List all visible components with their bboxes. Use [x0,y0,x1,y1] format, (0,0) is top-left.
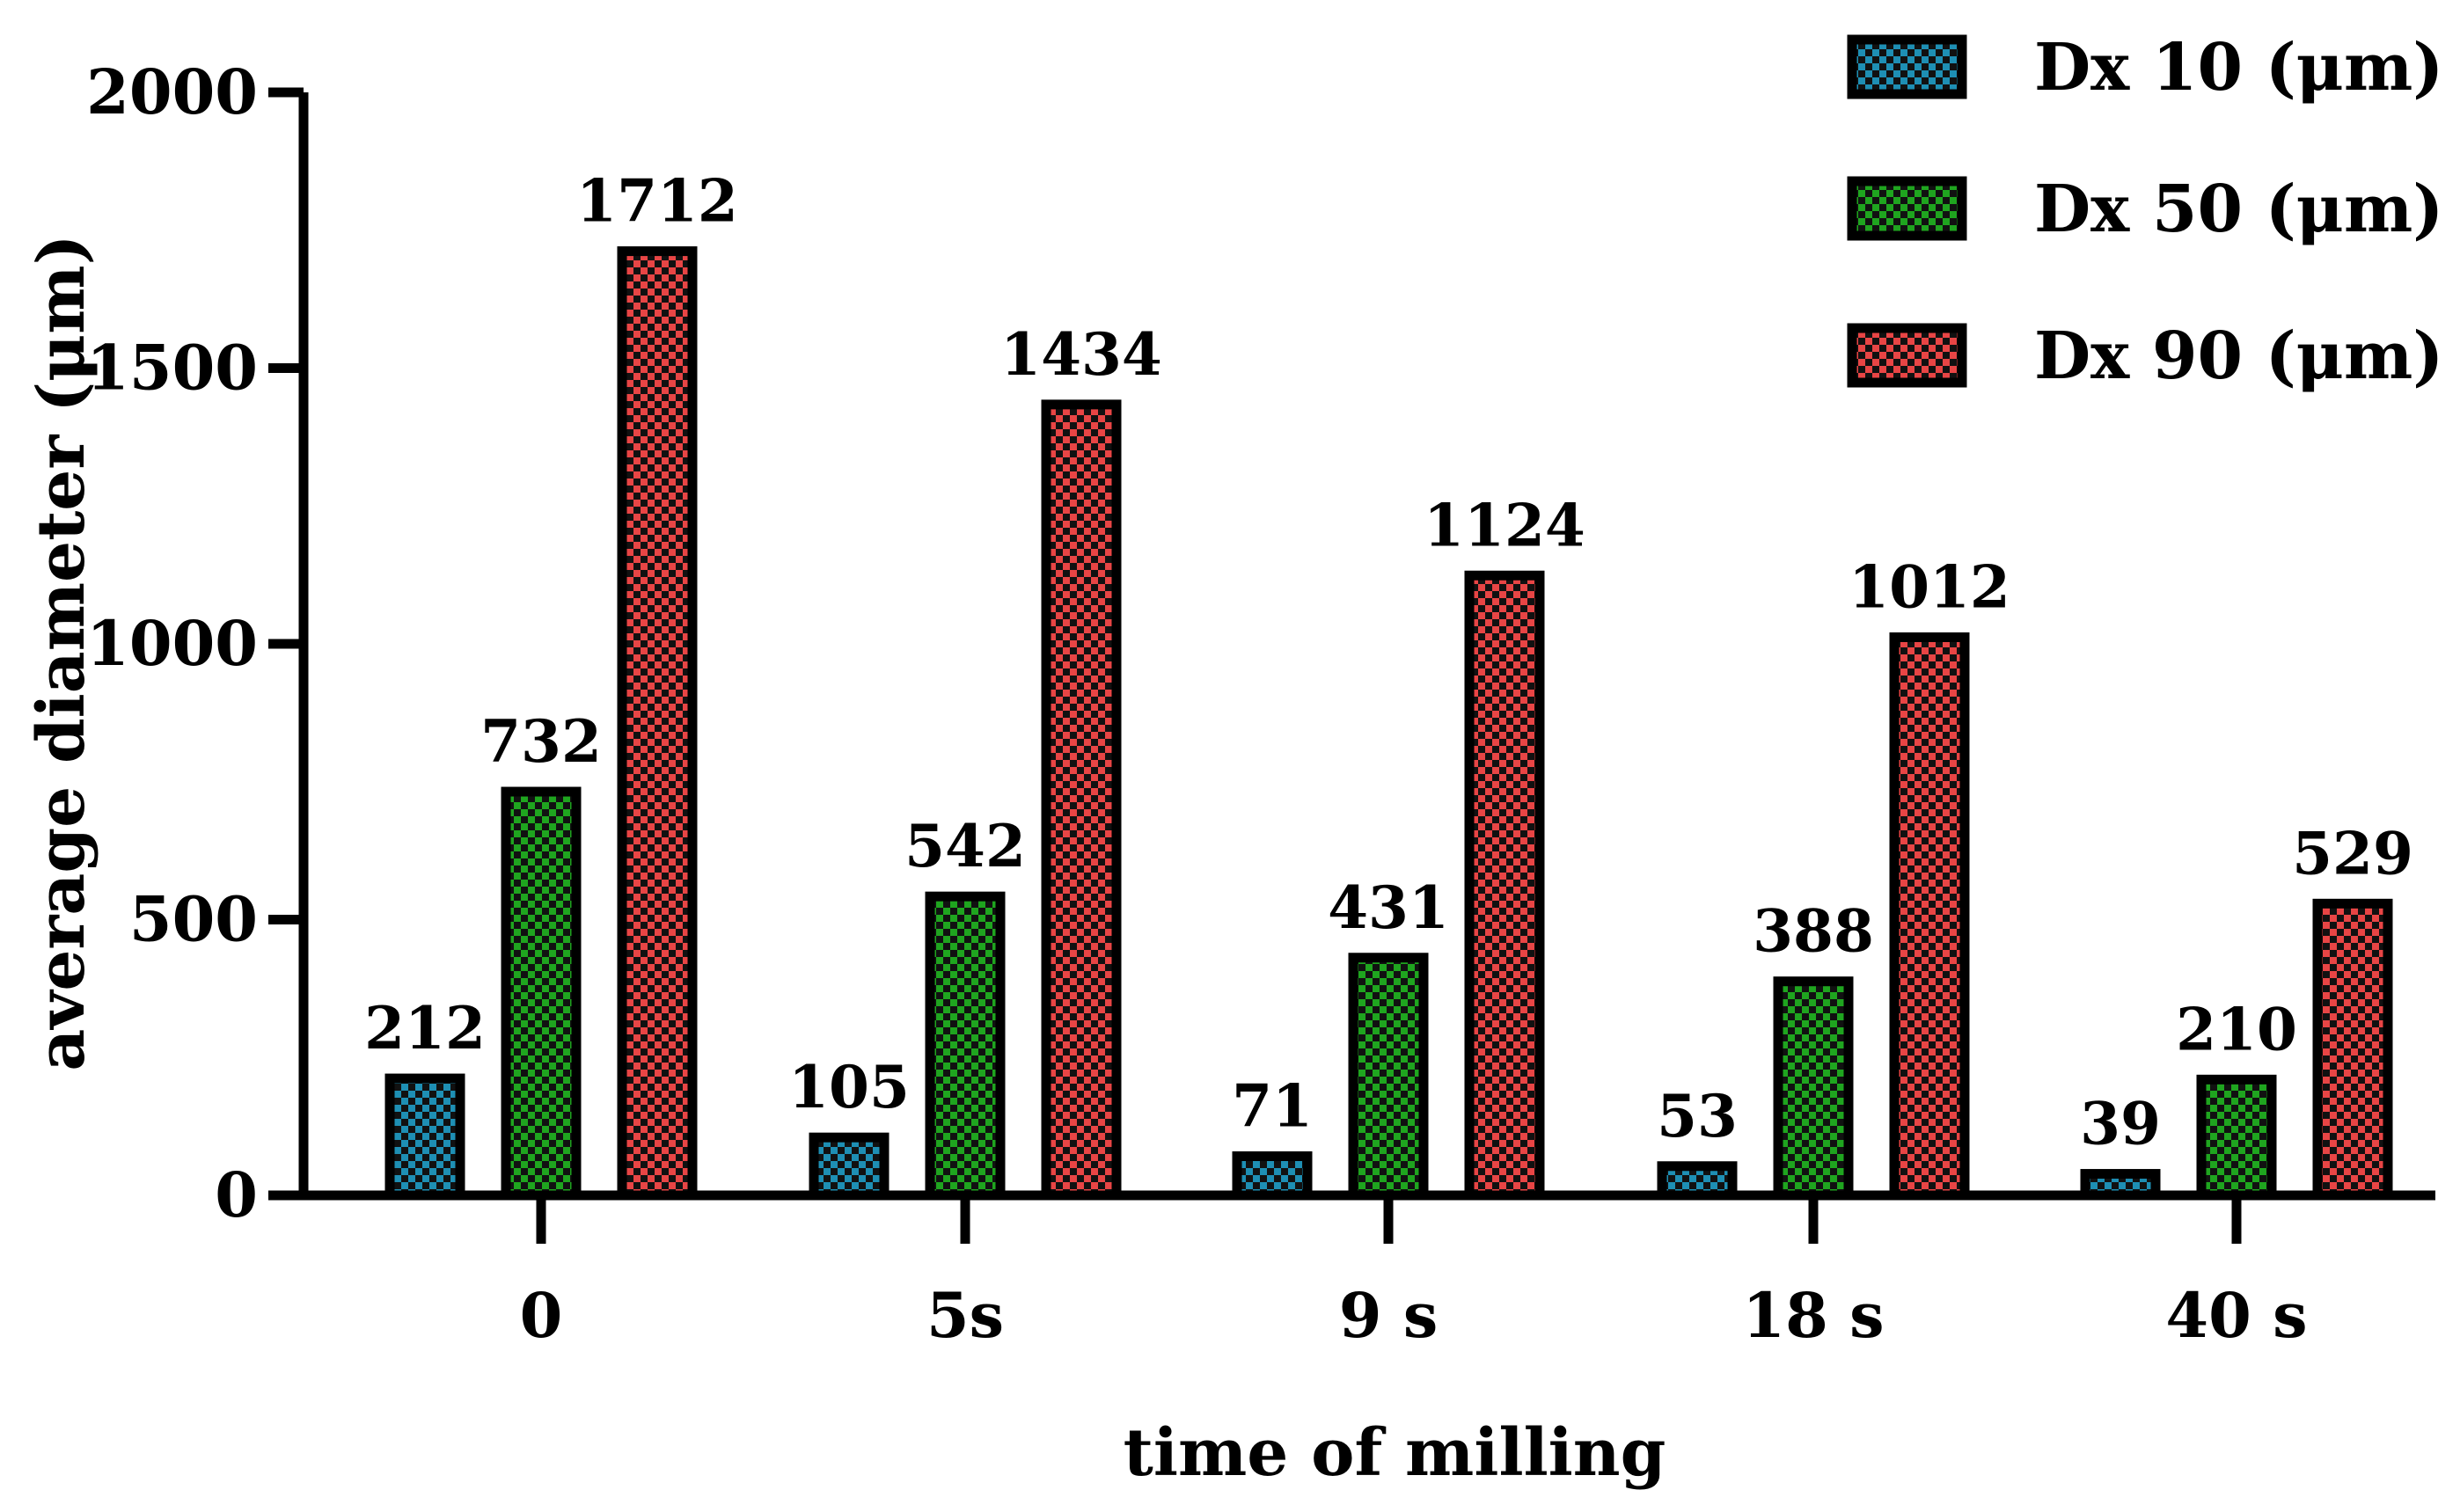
x-tick-label: 18 s [1742,1279,1884,1352]
bar-dx-10-m-40-s [2080,1169,2161,1201]
value-label: 431 [1328,873,1449,942]
bar-dx-10-m-5s [809,1132,890,1201]
x-axis-title: time of milling [1124,1415,1666,1491]
bar-dx-50-m-40-s [2196,1074,2277,1201]
x-tick-label: 9 s [1339,1279,1439,1352]
bar-dx-90-m-40-s [2312,898,2393,1201]
bar-dx-50-m-9-s [1348,953,1429,1201]
bar-dx-90-m-18-s [1889,632,1970,1201]
bar-dx-90-m-5s [1041,399,1122,1201]
y-tick-label: 500 [129,883,258,956]
value-label: 529 [2292,819,2413,887]
value-label: 53 [1657,1082,1738,1150]
legend-swatch [1847,176,1967,241]
value-label: 1712 [576,167,738,236]
y-tick-label: 0 [215,1158,258,1231]
y-tick-label: 1500 [86,332,258,405]
value-label: 39 [2080,1090,2161,1158]
value-label: 388 [1753,897,1874,966]
x-tick-label: 0 [520,1279,563,1352]
value-label: 1434 [1000,320,1162,389]
bar-dx-90-m-9-s [1464,570,1545,1201]
y-axis-title: average diameter (μm) [24,234,99,1070]
value-label: 105 [788,1053,910,1121]
legend-swatch [1847,34,1967,99]
bar-dx-50-m-0 [501,786,582,1201]
bar-dx-10-m-0 [384,1073,465,1201]
bars [384,246,2393,1201]
value-label: 1012 [1849,552,2010,621]
value-label: 71 [1232,1071,1313,1140]
value-label: 212 [364,994,486,1063]
legend-label: Dx 10 (μm) [2034,30,2443,106]
value-labels: 212 105 71 53 39 732 542 431 388 210 1712 1434 1124 1… [364,167,2413,1158]
legend-label: Dx 50 (μm) [2034,172,2443,247]
legend-label: Dx 90 (μm) [2034,318,2443,394]
bar-dx-50-m-18-s [1773,976,1854,1201]
y-tick-label: 1000 [86,607,258,680]
legend-swatch [1847,323,1967,388]
bar-dx-10-m-18-s [1657,1161,1738,1201]
value-label: 542 [904,812,1026,880]
x-tick-label: 5s [926,1279,1004,1352]
value-label: 210 [2176,995,2297,1063]
y-tick-label: 2000 [86,55,258,128]
legend: Dx 10 (μm) Dx 50 (μm) Dx 90 (μm) [1847,30,2443,394]
bar-dx-90-m-0 [617,246,698,1201]
x-tick-label: 40 s [2165,1279,2307,1352]
value-label: 1124 [1424,491,1585,559]
bar-dx-10-m-9-s [1232,1150,1313,1201]
value-label: 732 [480,707,602,776]
bar-dx-50-m-5s [925,891,1006,1201]
